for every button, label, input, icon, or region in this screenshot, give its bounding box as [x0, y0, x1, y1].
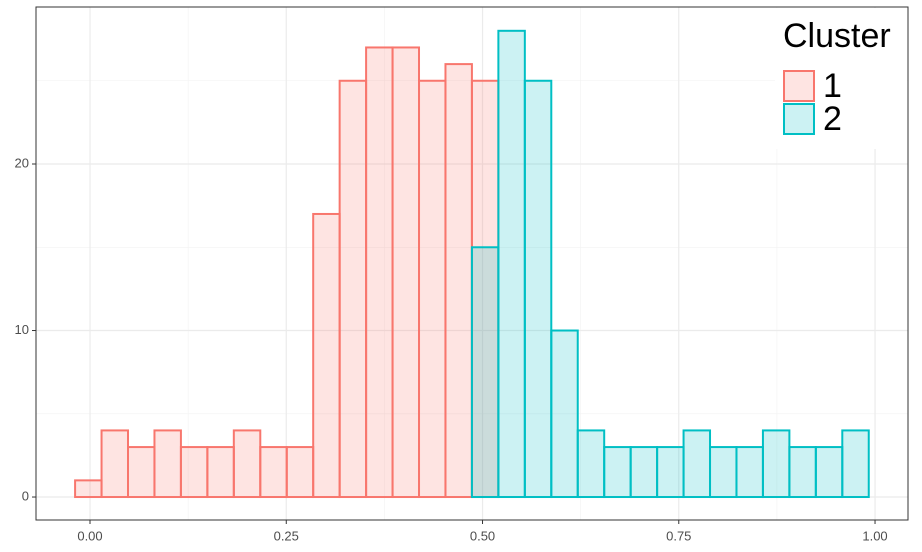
- bar: [814, 446, 844, 499]
- bar: [100, 429, 130, 499]
- bar: [656, 446, 685, 499]
- bar: [418, 79, 447, 499]
- bar: [788, 446, 817, 499]
- bar: [232, 429, 262, 499]
- bar: [179, 446, 209, 499]
- legend-title: Cluster: [783, 17, 891, 55]
- bar: [338, 79, 368, 499]
- x-tick-label: 1.00: [862, 528, 887, 543]
- y-tick-label: 20: [15, 155, 29, 170]
- y-tick-label: 0: [22, 488, 29, 503]
- bar: [576, 429, 606, 499]
- bar: [761, 429, 791, 499]
- bar: [682, 429, 712, 499]
- x-tick-label: 0.25: [274, 528, 299, 543]
- x-tick-label: 0.00: [77, 528, 102, 543]
- legend-key: [783, 103, 815, 135]
- bar: [735, 446, 764, 499]
- bar: [391, 46, 421, 499]
- bar: [709, 446, 738, 499]
- legend-label: 1: [823, 67, 842, 105]
- bar: [259, 446, 288, 499]
- bar: [523, 79, 553, 499]
- bar: [841, 429, 870, 499]
- bar: [603, 446, 632, 499]
- x-tick-label: 0.75: [666, 528, 691, 543]
- legend-label: 2: [823, 100, 842, 138]
- legend-background: [775, 8, 907, 149]
- bar: [497, 29, 526, 499]
- bar: [470, 246, 500, 499]
- bar: [74, 479, 103, 499]
- y-tick-label: 10: [15, 322, 29, 337]
- panel-border: [35, 6, 909, 521]
- x-tick-label: 0.50: [470, 528, 495, 543]
- bar: [312, 212, 341, 499]
- bar: [206, 446, 235, 499]
- legend-key: [783, 70, 815, 102]
- bar: [365, 46, 394, 499]
- bar: [550, 329, 579, 499]
- bar: [127, 446, 156, 499]
- bar: [629, 446, 659, 499]
- legend: Cluster 12: [775, 8, 907, 149]
- bar: [153, 429, 182, 499]
- bar: [444, 63, 473, 499]
- bar: [285, 446, 315, 499]
